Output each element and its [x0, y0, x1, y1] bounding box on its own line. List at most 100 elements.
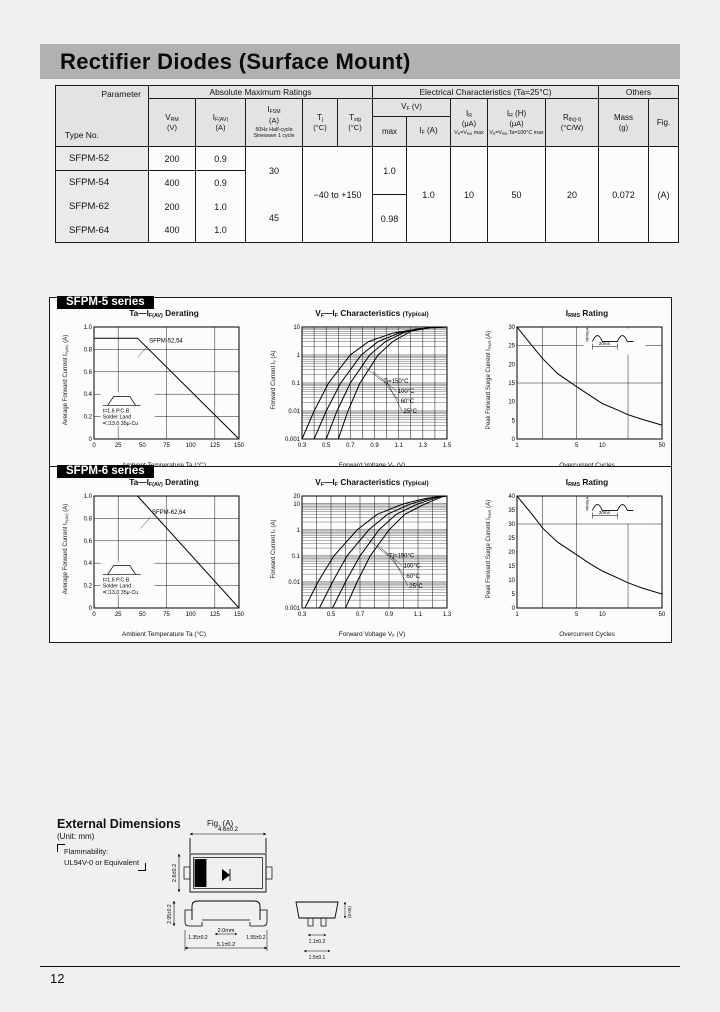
svg-text:100: 100	[186, 443, 197, 449]
svg-text:0.4: 0.4	[84, 561, 93, 567]
svg-text:20ms: 20ms	[599, 341, 611, 346]
svg-text:0: 0	[512, 606, 516, 612]
group-electrical: Electrical Characteristics (Ta=25°C)	[372, 85, 599, 99]
sfpm6-series-label: SFPM-6 series	[57, 465, 154, 478]
chart-title: Ta—IF(AV) Derating	[129, 477, 199, 489]
table-row-sfpm52: SFPM-52 200 0.9 30 −40 to +150 1.0 1.0 1…	[55, 146, 679, 243]
vfif-plot-sfpm6: 0.3 0.5 0.7 0.9 1.1 1.3 0.001 0.01 0.1 1 10 20 Tj=15…	[285, 494, 452, 618]
col-header-if: IF (A)	[406, 116, 451, 147]
svg-text:0: 0	[89, 437, 93, 443]
y-axis-label: Forward Current IF (A)	[271, 519, 277, 579]
corner-cell: Parameter Type No.	[55, 85, 149, 147]
fig-value: (A)	[648, 146, 679, 243]
svg-text:0.3: 0.3	[298, 612, 307, 618]
svg-text:0.01: 0.01	[288, 580, 300, 586]
chart-vfif-sfpm6: VF—IF Characteristics (Typical) Forward …	[268, 477, 453, 638]
col-header-rth: Rth(j-ℓ) (°C/W)	[545, 98, 599, 147]
dim-top-width: 4.6±0.2	[218, 827, 239, 833]
y-axis-label: Average Forward Current IF(AV) (A)	[63, 503, 69, 595]
svg-text:Solder Land: Solder Land	[103, 415, 132, 421]
dim-body-center: 2.0mm	[218, 928, 235, 934]
page-title: Rectifier Diodes (Surface Mount)	[60, 49, 411, 74]
svg-text:150: 150	[234, 612, 245, 618]
col-header-tstg: Tstg (°C)	[337, 98, 373, 147]
svg-text:1.1: 1.1	[414, 612, 423, 618]
chart-irms-sfpm5: IRMS Rating Peak Forward Surge Current I…	[483, 308, 668, 469]
svg-text:20: 20	[508, 362, 515, 368]
fig-a-label: Fig. (A)	[207, 819, 234, 828]
y-axis-label: Forward Current IF (A)	[271, 350, 277, 410]
svg-text:50: 50	[139, 443, 146, 449]
svg-text:SFPM-52,54: SFPM-52,54	[149, 339, 183, 345]
ifsm-value-6x: 45	[245, 194, 303, 243]
dim-lead-left: 1.35±0.2	[188, 935, 208, 941]
col-header-ir: IR (μA) VR=VRM max	[450, 98, 488, 147]
col-header-vf: VF (V)	[372, 98, 451, 117]
corner-type-no: Type No.	[65, 129, 100, 140]
svg-text:=□13.0 35μ·Cu: =□13.0 35μ·Cu	[103, 590, 139, 596]
svg-text:50: 50	[659, 443, 666, 449]
ir-value: 10	[450, 146, 488, 243]
x-axis-label: Overcurrent Cycles	[559, 631, 615, 638]
svg-text:20: 20	[508, 550, 515, 556]
svg-text:t=1.6 P.C.B.: t=1.6 P.C.B.	[103, 408, 131, 414]
svg-text:60°C: 60°C	[406, 574, 420, 580]
svg-text:0.6: 0.6	[84, 370, 93, 376]
svg-text:100°C: 100°C	[404, 564, 421, 570]
chart-title: VF—IF Characteristics (Typical)	[315, 477, 429, 489]
svg-text:Tj=150°C: Tj=150°C	[383, 379, 409, 385]
svg-text:1.1: 1.1	[394, 443, 403, 449]
svg-text:0.1: 0.1	[292, 554, 301, 560]
svg-text:25°C: 25°C	[409, 584, 423, 590]
svg-text:0.1: 0.1	[292, 381, 301, 387]
ifav-value: 0.9	[195, 170, 246, 195]
svg-text:25: 25	[508, 344, 515, 350]
footer-rule	[40, 966, 680, 967]
vf-value-6x: 0.98	[372, 194, 407, 243]
svg-text:1: 1	[297, 528, 301, 534]
type-no: SFPM-64	[55, 218, 149, 243]
svg-text:10: 10	[508, 400, 515, 406]
chart-derating-sfpm6: Ta—IF(AV) Derating Average Forward Curre…	[60, 477, 245, 638]
table-row-sfpm64: SFPM-64 400 1.0	[55, 218, 679, 243]
end-view	[295, 901, 347, 953]
chart-title: IRMS Rating	[565, 308, 609, 320]
x-axis-label: Ambient Temperature Ta (°C)	[88, 462, 240, 469]
type-no: SFPM-62	[55, 194, 149, 219]
svg-text:0.4: 0.4	[84, 392, 93, 398]
group-others: Others	[598, 85, 679, 99]
svg-text:1.3: 1.3	[443, 612, 452, 618]
type-no: SFPM-52	[55, 146, 149, 171]
svg-text:75: 75	[163, 612, 170, 618]
vrm-value: 200	[148, 194, 196, 219]
svg-text:0.3: 0.3	[298, 443, 307, 449]
package-dimension-drawing: 4.6±0.2 2.6±0.2 2.05±0.2 1.35±0.2 2.0mm …	[167, 827, 352, 961]
mass-value: 0.072	[598, 146, 649, 243]
svg-text:Tj=150°C: Tj=150°C	[389, 554, 415, 560]
svg-text:1: 1	[515, 443, 519, 449]
svg-text:0.6: 0.6	[84, 539, 93, 545]
svg-text:25°C: 25°C	[404, 409, 418, 415]
svg-text:1.0: 1.0	[84, 494, 93, 500]
svg-text:20ms: 20ms	[599, 510, 611, 515]
svg-text:10: 10	[293, 502, 300, 508]
svg-text:125: 125	[210, 612, 221, 618]
unit-note: (Unit: mm)	[57, 832, 95, 841]
svg-text:100: 100	[186, 612, 197, 618]
svg-text:0: 0	[92, 443, 96, 449]
svg-text:1.3: 1.3	[419, 443, 428, 449]
svg-text:0.2: 0.2	[84, 415, 93, 421]
svg-text:15: 15	[508, 564, 515, 570]
dim-end-lead-pitch: 1.5±0.1	[309, 955, 326, 961]
svg-text:1: 1	[515, 612, 519, 618]
diode-symbol-icon	[222, 869, 231, 881]
svg-text:IRMS(A): IRMS(A)	[584, 495, 589, 511]
dim-overall-width: 5.1±0.2	[217, 942, 235, 948]
side-view	[172, 900, 268, 951]
col-header-fig: Fig.	[648, 98, 679, 147]
svg-text:0.7: 0.7	[356, 612, 365, 618]
x-axis-label: Forward Voltage VF (V)	[338, 631, 406, 638]
svg-text:0: 0	[89, 606, 93, 612]
chart-title: VF—IF Characteristics (Typical)	[315, 308, 429, 320]
